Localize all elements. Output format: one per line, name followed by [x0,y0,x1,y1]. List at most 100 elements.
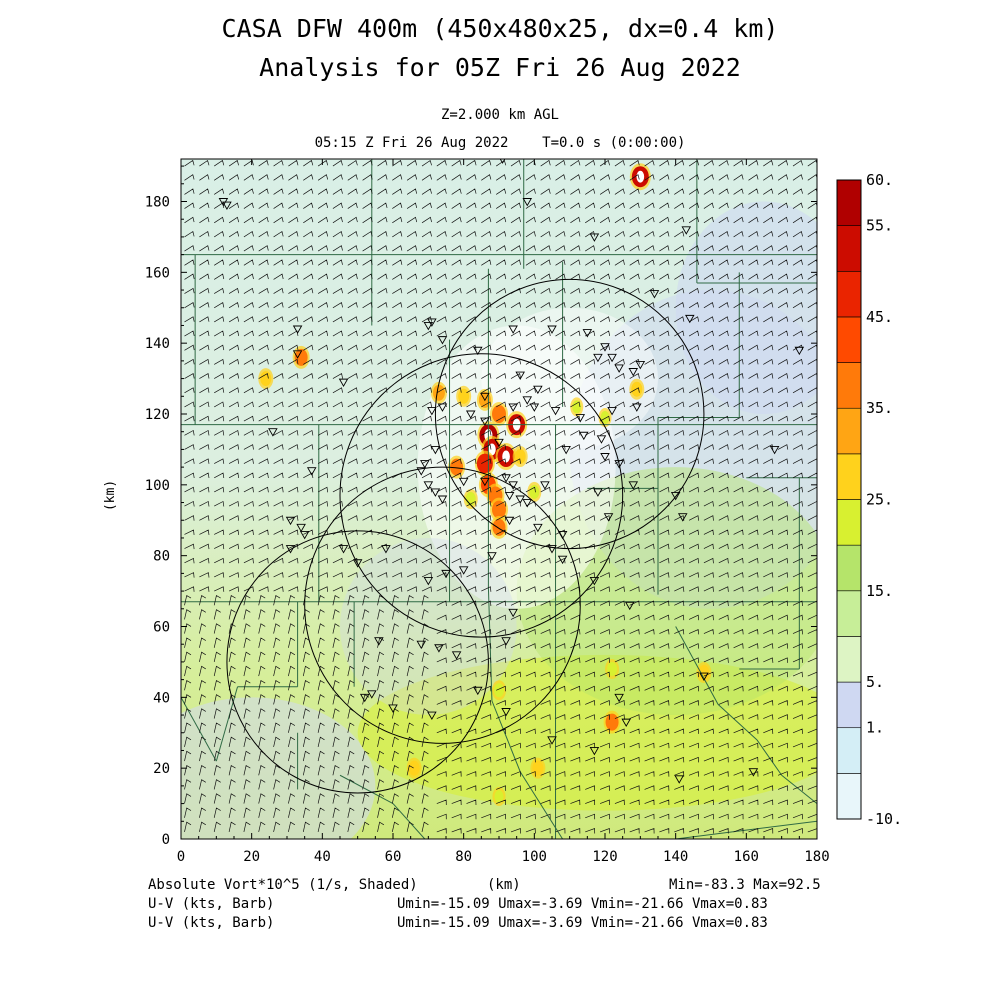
station-marker [504,492,515,501]
station-marker [582,329,593,338]
colorbar-swatch [836,727,862,774]
station-marker [632,403,642,412]
station-marker [670,492,681,501]
station-marker [437,495,448,504]
station-marker [589,747,600,756]
station-marker [434,644,444,653]
station-marker [515,495,525,504]
station-marker [451,651,462,660]
station-marker [533,385,543,395]
station-marker [437,403,448,412]
station-marker [621,718,631,728]
station-marker [540,481,550,490]
colorbar-swatch [836,636,862,683]
station-marker [614,364,624,373]
station-marker [222,201,232,210]
colorbar-swatch [836,407,862,455]
station-marker [480,392,490,402]
station-marker [430,445,441,455]
colorbar-swatch [836,681,862,729]
field-region [357,654,817,811]
station-marker [504,516,515,526]
colorbar-frame [836,179,862,820]
station-marker [681,226,692,235]
station-marker [501,708,511,717]
county-line [781,774,817,804]
colorbar: 60. 55. 45. 35. 25. 15. 5. 1. -10. [836,171,902,828]
field-region [481,307,658,450]
station-marker [423,322,434,331]
y-tick-label: 60 [153,620,170,636]
station-marker [593,353,603,363]
station-marker [589,233,600,242]
county-line [717,704,758,741]
x-axis-label: (km) [487,877,521,893]
colorbar-label: 5. [866,673,884,691]
field-region [181,697,376,839]
station-marker [374,637,384,646]
y-axis-label: (km) [103,479,119,512]
level-label: Z=2.000 km AGL [440,107,559,123]
field-label: Absolute Vort*10^5 (1/s, Shaded) [148,877,418,893]
wind-barb-field [184,159,817,834]
vorticity-maximum [600,411,610,425]
plot-area [181,159,817,839]
radar-range-ring [339,353,624,638]
station-marker [596,435,607,444]
station-marker [473,686,483,696]
station-marker [480,477,490,487]
x-tick-label: 140 [663,849,688,865]
station-marker [769,445,780,455]
vorticity-maximum [572,400,582,414]
station-marker [427,407,437,416]
station-marker [441,569,451,579]
station-marker [589,577,600,586]
colorbar-swatch [836,590,862,637]
vorticity-maximum [458,388,470,404]
station-marker [388,704,398,713]
colorbar-label: 60. [866,171,893,189]
station-markers [218,159,805,784]
colorbar-swatch [836,225,862,272]
station-marker [458,477,469,487]
vorticity-maximum [476,453,493,474]
station-marker [794,346,805,356]
station-marker [487,552,497,561]
y-tick-label: 0 [162,832,170,848]
x-tick-label: 0 [177,849,185,865]
vorticity-core [636,170,645,183]
station-marker [416,467,427,476]
station-marker [296,523,306,533]
vorticity-maximum [698,665,710,681]
y-tick-label: 100 [145,478,170,494]
colorbar-swatch [836,499,862,546]
axes: 0 20 40 60 80 100 120 140 160 180 0 20 40 60 80 100 120 1… [145,159,830,865]
x-tick-label: 100 [522,849,547,865]
vorticity-maximum [607,662,618,676]
vorticity-maximum [432,384,445,401]
wind2-label: U-V (kts, Barb) [148,915,275,931]
x-tick-label: 80 [455,849,472,865]
vorticity-maximum [494,683,504,698]
colorbar-swatch [836,773,862,820]
analysis-subtitle: Analysis for 05Z Fri 26 Aug 2022 [259,53,741,82]
vorticity-maximum [494,790,504,803]
station-marker [547,736,557,745]
station-marker [423,577,434,586]
station-marker [522,396,533,405]
station-marker [579,431,589,441]
x-tick-label: 120 [592,849,617,865]
station-marker [607,407,617,416]
colorbar-swatch [836,270,862,318]
x-tick-label: 40 [314,849,331,865]
station-marker [292,350,303,359]
station-marker [427,318,437,327]
station-marker [338,545,349,554]
map-title: CASA DFW 400m (450x480x25, dx=0.4 km) [221,14,779,43]
colorbar-label: 45. [866,308,893,326]
y-tick-label: 40 [153,690,170,706]
station-marker [494,438,504,448]
station-marker [465,410,476,419]
station-marker [338,378,349,388]
